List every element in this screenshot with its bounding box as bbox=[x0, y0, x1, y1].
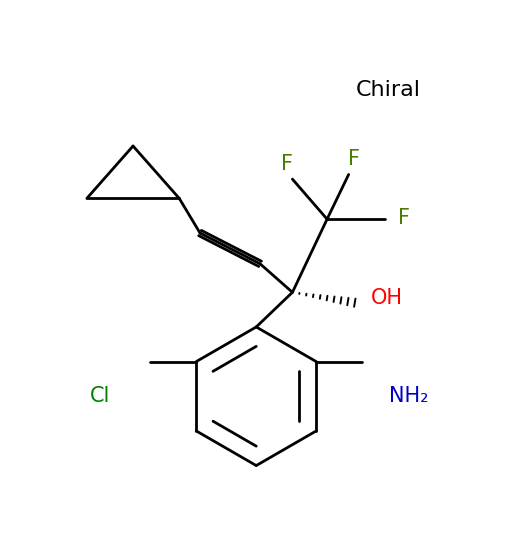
Text: F: F bbox=[348, 149, 360, 169]
Text: Cl: Cl bbox=[90, 386, 110, 406]
Text: NH₂: NH₂ bbox=[389, 386, 429, 406]
Text: OH: OH bbox=[371, 288, 403, 308]
Text: F: F bbox=[398, 207, 410, 228]
Text: F: F bbox=[281, 154, 293, 174]
Text: Chiral: Chiral bbox=[356, 80, 421, 100]
